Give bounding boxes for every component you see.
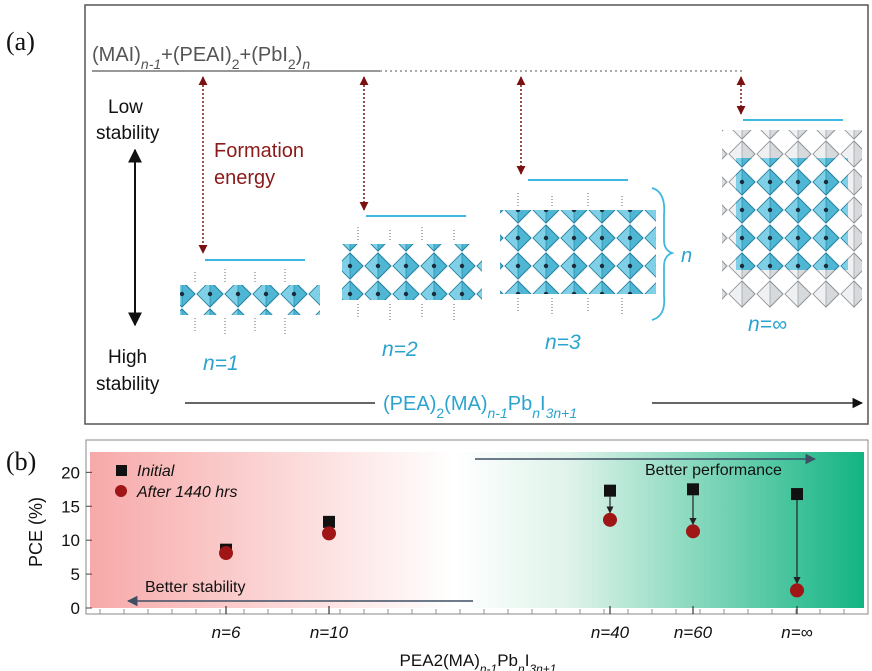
n-bracket [651,187,675,321]
y-tick-label: 15 [61,497,80,516]
perovskite-structure-n1 [180,268,320,334]
point-initial [791,488,803,501]
x-tick-label: n=∞ [781,623,813,642]
legend-aged-marker [115,485,127,497]
legend-aged-label: After 1440 hrs [136,484,238,501]
perovskite-structure-n2 [342,226,482,320]
x-tick-label: n=40 [591,623,630,642]
y-axis-label: PCE (%) [26,497,46,567]
low-stability-line2: stability [96,123,160,144]
perovskite-structure-n3 [500,192,656,314]
x-tick-label: n=6 [212,623,241,642]
point-initial [604,484,616,497]
better-stability-label: Better stability [145,579,245,596]
legend-initial-label: Initial [137,463,175,480]
panel-a-label: (a) [6,27,35,56]
phase-label-n1: n=1 [203,352,239,375]
x-tick-label: n=60 [674,623,713,642]
panel-b-label: (b) [6,447,36,476]
better-performance-label: Better performance [645,462,782,479]
point-after-1440-hrs [603,512,617,527]
phase-label-n3: n=3 [545,331,581,354]
y-tick-label: 10 [61,531,80,550]
formation-energy-line1: Formation [214,140,304,162]
perovskite-structure-ninf [722,130,862,308]
point-after-1440-hrs [686,524,700,539]
phase-label-ninf: n=∞ [748,313,787,336]
n-bracket-label: n [681,245,692,267]
low-stability-line1: Low [108,97,143,118]
y-tick-label: 5 [71,565,80,584]
formation-energy-line2: energy [214,167,275,189]
point-after-1440-hrs [790,583,804,598]
pce-plot: 0 5 10 15 20 n=6 n=10 n=40 n=60 n=∞ [61,439,869,642]
high-stability-line1: High [108,347,147,368]
point-initial [323,515,335,528]
phase-formula: (PEA)2(MA)n-1PbnI3n+1 [383,393,577,421]
y-tick-label: 0 [71,599,80,618]
x-tick-label: n=10 [310,623,349,642]
legend: Initial After 1440 hrs [115,463,238,501]
point-initial [687,483,699,496]
point-after-1440-hrs [322,526,336,541]
phase-label-n2: n=2 [382,338,418,361]
stability-performance-gradient [90,452,864,608]
high-stability-line2: stability [96,374,160,395]
legend-initial-marker [116,465,127,476]
x-axis-label: PEA2(MA)n-1PbnI3n+1 [400,651,557,671]
point-after-1440-hrs [219,546,233,561]
reactants-formula: (MAI)n-1+(PEAI)2+(PbI2)n [92,44,310,72]
y-tick-label: 20 [61,463,80,482]
